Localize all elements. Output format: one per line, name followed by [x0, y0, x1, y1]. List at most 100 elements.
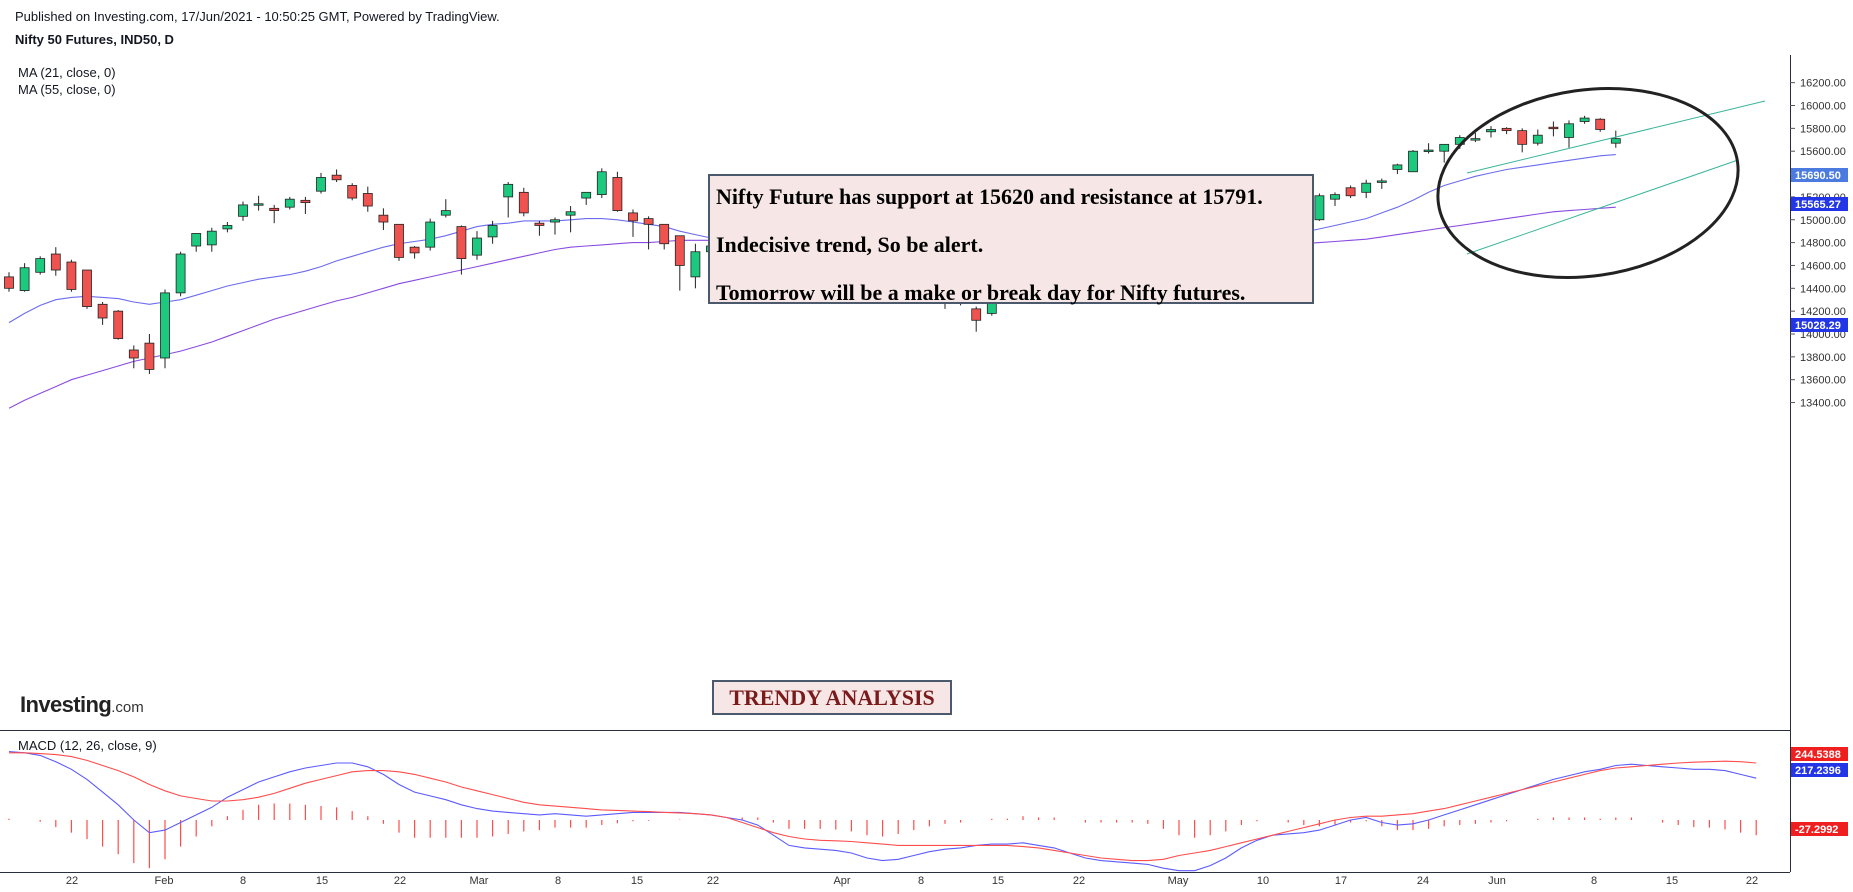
candle-body	[503, 183, 514, 198]
time-tick-label: 8	[240, 875, 246, 887]
time-tick-label: 17	[1335, 875, 1347, 887]
candle-body	[612, 177, 623, 212]
candle-body	[690, 251, 701, 278]
candle	[456, 225, 467, 275]
candle-body	[1595, 118, 1606, 130]
candle-body	[674, 235, 685, 266]
candle	[440, 199, 451, 218]
ma55-value-label: 15028.29	[1791, 318, 1848, 332]
candle-body	[456, 226, 467, 259]
time-tick-label: 10	[1257, 875, 1269, 887]
candle	[191, 233, 202, 252]
macd-line	[8, 751, 1757, 872]
candle-body	[596, 171, 607, 196]
candle-body	[1517, 130, 1528, 145]
signal-value-label: 244.5388	[1791, 747, 1848, 761]
candle-body	[643, 218, 654, 225]
candle-body	[113, 310, 124, 339]
candle	[378, 208, 389, 231]
candle-body	[565, 211, 576, 216]
candle	[1501, 127, 1512, 135]
analysis-note: Nifty Future has support at 15620 and re…	[708, 174, 1314, 305]
candle	[331, 169, 342, 183]
candle-body	[628, 212, 638, 222]
candle-body	[1470, 138, 1481, 141]
last-price-label-bg	[1791, 168, 1848, 182]
candle	[1345, 185, 1356, 199]
candle-body	[1330, 194, 1340, 200]
candle	[113, 310, 124, 340]
candle	[1517, 128, 1528, 153]
candle	[565, 206, 576, 233]
ma21-legend[interactable]: MA (21, close, 0)	[18, 65, 116, 80]
candle	[409, 246, 420, 259]
logo-main: Investing	[20, 692, 112, 717]
candle	[1486, 126, 1496, 138]
time-tick-label: May	[1168, 875, 1189, 887]
time-tick-label: 22	[66, 875, 78, 887]
ma21-value-label-text: 15565.27	[1795, 199, 1841, 211]
candle	[659, 223, 670, 250]
histogram-value-label: -27.2992	[1791, 822, 1848, 836]
ma55-legend[interactable]: MA (55, close, 0)	[18, 82, 116, 97]
investing-logo: Investing.com	[20, 692, 144, 718]
candle	[1579, 115, 1590, 124]
time-tick-label: 22	[1073, 875, 1085, 887]
candle-body	[19, 267, 30, 291]
candle	[362, 186, 373, 212]
candle	[1470, 132, 1481, 143]
candle-body	[1392, 164, 1403, 170]
signal-line	[9, 752, 1757, 862]
candle-body	[581, 191, 592, 199]
highlight-ellipse	[1436, 87, 1740, 279]
candle-body	[331, 174, 342, 181]
candle-body	[347, 185, 358, 199]
note-line-3: Tomorrow will be a make or break day for…	[716, 280, 1246, 305]
candle-body	[222, 225, 233, 230]
candle-body	[35, 258, 46, 273]
time-tick-label: Jun	[1488, 875, 1506, 887]
signal-value-label-bg	[1791, 747, 1848, 761]
candle-body	[1548, 126, 1559, 130]
candle-body	[300, 199, 311, 204]
candle	[269, 204, 280, 224]
candle-body	[175, 253, 186, 294]
candle	[674, 235, 685, 291]
candle	[394, 223, 404, 261]
time-tick-label: 15	[1666, 875, 1678, 887]
macd-legend[interactable]: MACD (12, 26, close, 9)	[18, 738, 157, 753]
candle	[472, 231, 482, 260]
ma55-value-label-text: 15028.29	[1795, 320, 1841, 332]
candle-body	[82, 269, 92, 307]
macd-value-label-bg	[1791, 763, 1848, 777]
candle	[690, 243, 701, 289]
time-tick-label: 22	[707, 875, 719, 887]
last-price-label: 15690.50	[1791, 168, 1848, 182]
candle	[425, 218, 436, 251]
logo-suffix: .com	[111, 699, 144, 716]
price-tick-label: 15800.00	[1800, 123, 1846, 135]
candle	[82, 269, 92, 309]
candle-body	[534, 222, 545, 226]
candle	[284, 196, 295, 210]
time-tick-label: 15	[992, 875, 1004, 887]
candle	[487, 220, 498, 244]
candle-body	[50, 253, 61, 271]
time-tick-label: Mar	[470, 875, 489, 887]
price-tick-label: 14800.00	[1800, 238, 1846, 250]
candle	[518, 187, 529, 217]
candle-body	[440, 210, 451, 216]
candle-body	[550, 219, 560, 223]
candle-body	[1423, 149, 1434, 152]
macd-value-label-text: 217.2396	[1795, 765, 1841, 777]
published-info: Published on Investing.com, 17/Jun/2021 …	[15, 9, 500, 24]
candle	[503, 182, 514, 218]
last-price-label-text: 15690.50	[1795, 170, 1841, 182]
candle	[1548, 121, 1559, 137]
axes: 16200.0016000.0015800.0015600.0015400.00…	[0, 55, 1848, 887]
candle	[550, 217, 560, 235]
candle	[1564, 120, 1574, 148]
candle-body	[4, 276, 14, 289]
candle	[1408, 150, 1418, 173]
